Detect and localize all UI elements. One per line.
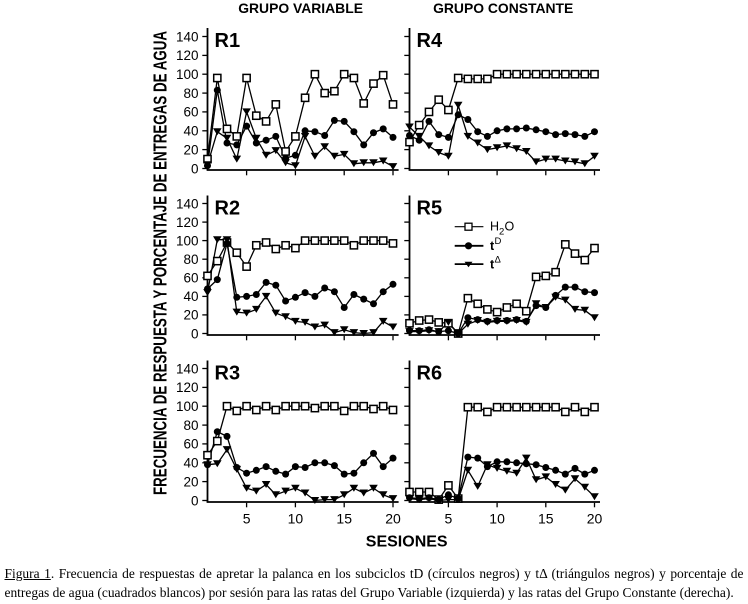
svg-text:15: 15: [336, 511, 352, 527]
svg-text:100: 100: [176, 399, 199, 414]
svg-text:80: 80: [183, 86, 198, 101]
svg-text:10: 10: [489, 511, 505, 527]
svg-text:GRUPO CONSTANTE: GRUPO CONSTANTE: [433, 0, 573, 16]
svg-text:40: 40: [183, 289, 198, 304]
svg-text:120: 120: [176, 48, 199, 63]
svg-text:R1: R1: [215, 30, 241, 52]
svg-text:R2: R2: [215, 198, 241, 220]
svg-text:R3: R3: [215, 363, 241, 385]
svg-text:Δ: Δ: [495, 255, 502, 266]
svg-text:0: 0: [191, 326, 199, 341]
svg-text:40: 40: [183, 456, 198, 471]
svg-text:20: 20: [183, 474, 198, 489]
svg-text:R6: R6: [417, 363, 443, 385]
svg-text:60: 60: [183, 437, 198, 452]
svg-text:120: 120: [176, 380, 199, 395]
svg-text:5: 5: [243, 511, 251, 527]
svg-text:80: 80: [183, 418, 198, 433]
svg-text:2: 2: [499, 227, 504, 238]
svg-text:t: t: [490, 258, 495, 272]
svg-text:140: 140: [176, 29, 199, 44]
svg-text:R5: R5: [417, 198, 443, 220]
svg-text:100: 100: [176, 67, 199, 82]
svg-text:O: O: [505, 220, 515, 234]
svg-text:100: 100: [176, 233, 199, 248]
svg-text:20: 20: [183, 308, 198, 323]
svg-text:SESIONES: SESIONES: [366, 534, 448, 551]
svg-text:t: t: [490, 239, 495, 253]
svg-text:10: 10: [288, 511, 304, 527]
svg-text:0: 0: [191, 161, 199, 176]
svg-text:140: 140: [176, 361, 199, 376]
svg-text:40: 40: [183, 124, 198, 139]
svg-text:D: D: [495, 236, 502, 247]
svg-text:20: 20: [385, 511, 401, 527]
svg-text:60: 60: [183, 105, 198, 120]
svg-text:15: 15: [538, 511, 554, 527]
svg-text:80: 80: [183, 252, 198, 267]
svg-text:GRUPO VARIABLE: GRUPO VARIABLE: [238, 0, 363, 16]
svg-text:140: 140: [176, 196, 199, 211]
svg-text:20: 20: [183, 142, 198, 157]
svg-text:R4: R4: [417, 30, 443, 52]
svg-text:0: 0: [191, 493, 199, 508]
svg-text:120: 120: [176, 215, 199, 230]
svg-text:FRECUENCIA DE RESPUESTA Y PORC: FRECUENCIA DE RESPUESTA Y PORCENTAJE DE …: [150, 31, 171, 495]
svg-text:5: 5: [445, 511, 453, 527]
svg-text:60: 60: [183, 271, 198, 286]
svg-text:H: H: [490, 220, 499, 234]
svg-text:20: 20: [587, 511, 603, 527]
